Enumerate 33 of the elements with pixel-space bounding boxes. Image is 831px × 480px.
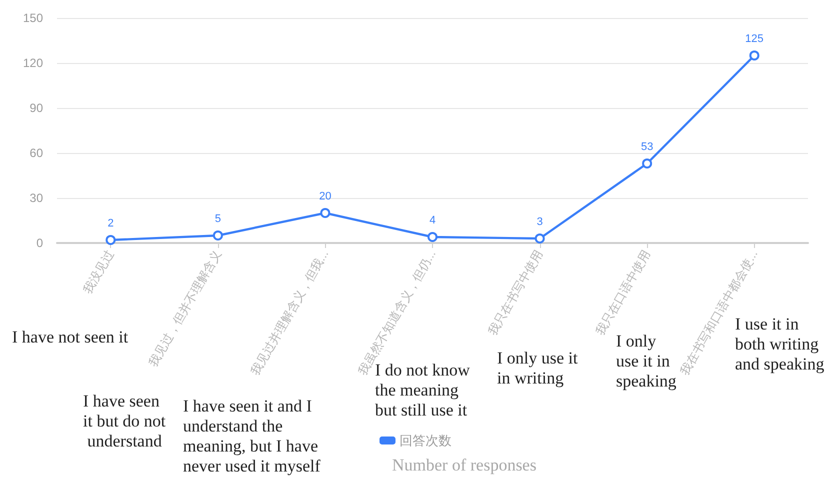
y-tick-label: 120 — [22, 56, 44, 70]
data-label: 20 — [319, 190, 332, 202]
data-label: 3 — [536, 216, 543, 228]
point — [749, 50, 760, 60]
point — [212, 230, 223, 240]
text: I have not seen it — [12, 328, 128, 346]
point — [428, 232, 438, 242]
x-tick-label: 我只在书写中使用 — [486, 248, 546, 338]
x-tick-label: 我见过并理解含义，但我... — [248, 248, 332, 378]
point — [320, 208, 330, 218]
y-tick-label: 0 — [36, 236, 44, 250]
text: I have seen it but do not understand — [83, 392, 166, 450]
x-tick-label: 我见过，但并不理解含义 — [146, 248, 224, 369]
text: I only use it in speaking — [616, 332, 677, 390]
legend-label: 回答次数 — [400, 433, 452, 448]
text: I have seen it and I understand the meaning, but I have never used it myself — [183, 396, 322, 476]
text: I use it in both writing and speaking — [735, 314, 825, 374]
x-tick-label: 我没见过 — [80, 248, 117, 296]
point — [106, 235, 116, 245]
point — [642, 158, 652, 168]
text: Number of responses — [392, 456, 536, 474]
data-label: 2 — [108, 218, 114, 230]
y-tick-label: 30 — [30, 191, 44, 205]
data-label: 125 — [745, 33, 764, 45]
y-tick-label: 150 — [22, 11, 44, 25]
data-label: 53 — [640, 141, 654, 153]
y-tick-label: 90 — [30, 101, 44, 115]
point — [534, 234, 545, 244]
data-label: 5 — [214, 213, 221, 225]
text: I do not know the meaning but still use it — [375, 360, 474, 420]
text: I only use it in writing — [497, 348, 582, 388]
data-label: 4 — [429, 214, 436, 226]
y-tick-label: 60 — [30, 146, 44, 160]
